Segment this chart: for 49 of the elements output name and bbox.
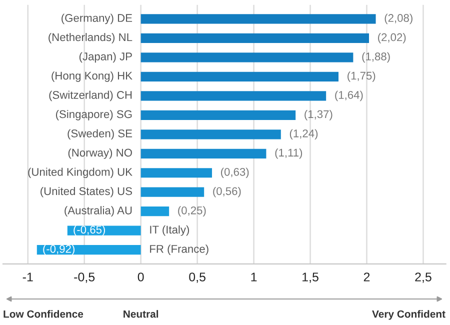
y-tick-label: (Switzerland) CH (49, 90, 132, 102)
data-label: (2,02) (378, 32, 406, 44)
bar (140, 91, 326, 101)
bar (140, 148, 266, 158)
x-tick-label: -0,5 (74, 272, 95, 283)
data-label: (1,37) (304, 110, 332, 120)
y-tick-label: (Hong Kong) HK (52, 71, 132, 82)
y-tick-label: (Australia) AU (64, 206, 132, 217)
x-tick-label: 2,5 (415, 272, 432, 283)
bar (140, 206, 170, 216)
bar (140, 72, 339, 82)
y-tick-label: FR (France) (150, 244, 208, 256)
text: Low Confidence (4, 310, 84, 318)
x-tick-label: 0 (138, 272, 144, 282)
bar (140, 33, 370, 43)
text: Very Confident (372, 310, 446, 320)
data-label: (2,08) (384, 14, 412, 24)
bar (140, 187, 204, 197)
x-tick-label: 2 (364, 272, 370, 282)
bar (140, 52, 354, 62)
data-label: (1,11) (275, 148, 302, 159)
data-label: (0,63) (221, 168, 249, 178)
y-tick-label: (Norway) NO (68, 148, 132, 159)
y-tick-label: (Sweden) SE (68, 129, 132, 140)
data-label: (1,88) (362, 52, 390, 63)
x-tick-label: -1 (22, 272, 33, 282)
y-tick-label: (Netherlands) NL (48, 32, 132, 44)
data-label: (1,75) (348, 71, 376, 82)
y-tick-label: (United Kingdom) UK (28, 168, 132, 178)
y-tick-label: (Japan) JP (79, 52, 132, 63)
x-tick-label: 0,5 (189, 272, 206, 283)
x-tick-label: 1 (251, 272, 257, 282)
data-label: (-0,65) (74, 225, 105, 236)
bar (140, 168, 212, 178)
bar (140, 110, 296, 120)
data-label: (0,56) (213, 186, 241, 198)
data-label: (0,25) (178, 206, 206, 217)
y-tick-label: (Germany) DE (62, 14, 132, 24)
data-label: (-0,92) (43, 244, 74, 256)
bar (140, 130, 281, 140)
data-label: (1,64) (335, 90, 363, 102)
x-tick-label: 1,5 (302, 272, 318, 283)
text: Neutral (124, 310, 158, 318)
y-tick-label: (United States) US (40, 186, 132, 198)
y-tick-label: IT (Italy) (150, 225, 190, 236)
data-label: (1,24) (290, 129, 318, 140)
y-tick-label: (Singapore) SG (56, 110, 132, 120)
bar (36, 245, 141, 255)
bar (140, 14, 376, 24)
